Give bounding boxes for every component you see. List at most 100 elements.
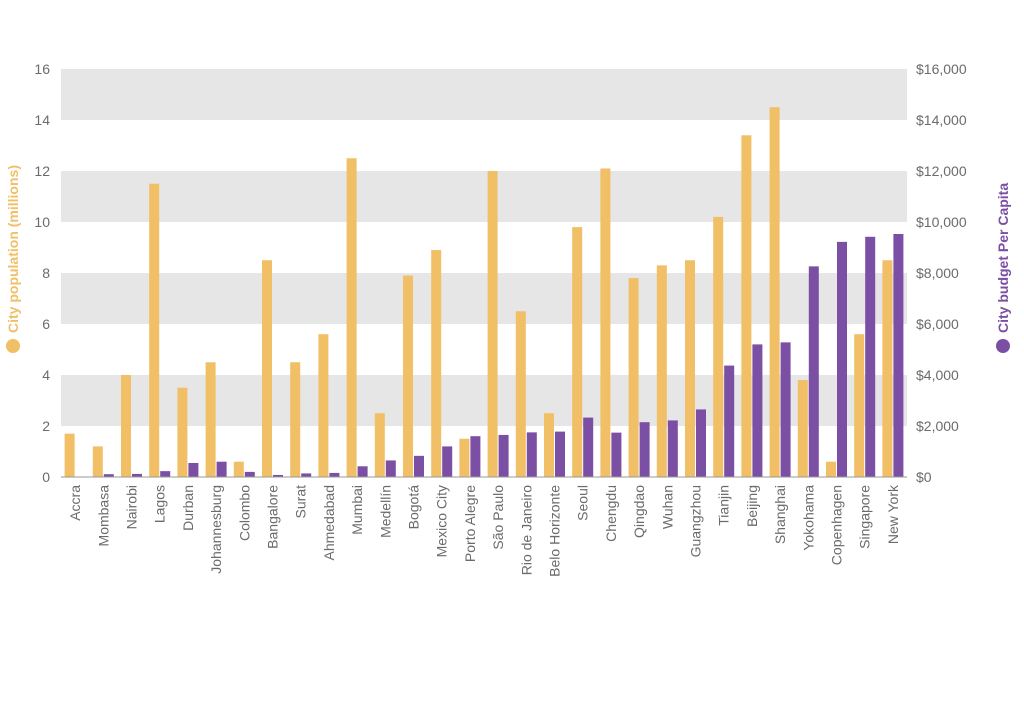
category-label: Copenhagen: [829, 485, 845, 565]
right-tick-label: $12,000: [916, 163, 967, 179]
category-label: Mombasa: [95, 485, 111, 547]
bar-population: [628, 278, 639, 477]
category-label: Tianjin: [716, 485, 732, 526]
bar-budget: [780, 342, 791, 477]
bar-population: [487, 171, 498, 477]
category-label: Singapore: [857, 485, 873, 549]
left-tick-label: 16: [34, 61, 50, 77]
left-axis-title: City population (millions): [5, 165, 21, 333]
left-tick-label: 12: [34, 163, 50, 179]
category-label: Mexico City: [434, 485, 450, 557]
bar-budget: [273, 474, 283, 477]
bar-budget: [132, 473, 142, 477]
bar-budget: [216, 461, 227, 477]
bar-budget: [696, 409, 706, 477]
bar-population: [374, 413, 385, 477]
bar-population: [64, 433, 75, 477]
left-tick-label: 8: [42, 265, 50, 281]
right-tick-label: $6,000: [916, 316, 959, 332]
category-label: Johannesburg: [208, 485, 224, 574]
bar-population: [826, 461, 836, 477]
category-label: Mumbai: [349, 485, 365, 535]
left-axis-ticks: 0 2 4 6 8 10 12 14 16: [34, 61, 50, 485]
bar-population: [515, 311, 526, 477]
category-label: Belo Horizonte: [547, 485, 563, 577]
bar-population: [346, 158, 357, 477]
left-tick-label: 4: [42, 367, 50, 383]
bar-population: [149, 183, 160, 477]
category-label: Rio de Janeiro: [518, 485, 534, 575]
bar-population: [121, 375, 131, 477]
category-label: Durban: [180, 485, 196, 531]
category-label: Yokohama: [800, 485, 816, 551]
bar-population: [769, 107, 780, 477]
bar-population: [233, 461, 244, 477]
category-label: Colombo: [236, 485, 252, 541]
grid-band: [61, 69, 907, 120]
bar-population: [262, 260, 272, 477]
bar-population: [572, 227, 583, 477]
category-label: São Paulo: [490, 485, 506, 550]
category-label: Beijing: [744, 485, 760, 527]
bar-budget: [611, 432, 622, 477]
bar-population: [431, 250, 442, 477]
bar-population: [92, 446, 103, 477]
bar-population: [882, 260, 893, 477]
right-tick-label: $16,000: [916, 61, 967, 77]
category-label: Nairobi: [124, 485, 140, 529]
left-tick-label: 2: [42, 418, 50, 434]
bar-budget: [301, 473, 312, 477]
bar-budget: [188, 462, 199, 477]
category-label: Accra: [67, 485, 83, 521]
right-tick-label: $14,000: [916, 112, 967, 128]
bar-budget: [160, 471, 171, 477]
category-label: Chengdu: [603, 485, 619, 542]
left-tick-label: 14: [34, 112, 50, 128]
bar-budget: [526, 432, 537, 477]
bar-population: [600, 168, 611, 477]
bars: [64, 107, 904, 478]
bar-population: [713, 216, 724, 477]
left-tick-label: 0: [42, 469, 50, 485]
left-tick-label: 10: [34, 214, 50, 230]
bar-budget: [752, 344, 763, 477]
right-tick-label: $8,000: [916, 265, 959, 281]
grid-band: [61, 375, 907, 426]
bar-budget: [555, 431, 565, 477]
bar-population: [544, 413, 554, 477]
bar-budget: [414, 455, 424, 477]
bar-budget: [583, 417, 594, 477]
right-tick-label: $2,000: [916, 418, 959, 434]
bar-population: [290, 362, 301, 477]
right-axis-title-group: City budget Per Capita: [995, 183, 1011, 353]
grid-band: [61, 273, 907, 324]
bar-budget: [724, 365, 735, 477]
budget-legend-dot: [996, 339, 1010, 353]
category-label: Guangzhou: [688, 485, 704, 557]
bar-population: [177, 387, 188, 477]
bar-budget: [893, 233, 904, 477]
category-label: Lagos: [152, 485, 168, 523]
bar-budget: [103, 474, 114, 477]
category-label: Qingdao: [631, 485, 647, 538]
category-label: New York: [885, 484, 901, 544]
bar-population: [459, 438, 470, 477]
population-legend-dot: [6, 339, 20, 353]
category-label: Shanghai: [772, 485, 788, 544]
grid-band: [61, 171, 907, 222]
category-label: Seoul: [575, 485, 591, 521]
category-label: Porto Alegre: [462, 485, 478, 562]
bar-population: [685, 260, 695, 477]
category-label: Wuhan: [659, 485, 675, 529]
left-tick-label: 6: [42, 316, 50, 332]
bar-population: [205, 362, 216, 477]
bar-budget: [329, 472, 340, 477]
right-tick-label: $0: [916, 469, 932, 485]
bar-population: [403, 275, 413, 477]
bar-budget: [470, 436, 481, 477]
bar-budget: [667, 420, 678, 477]
bar-budget: [442, 446, 453, 477]
bar-budget: [865, 236, 876, 477]
bar-budget: [244, 471, 255, 477]
